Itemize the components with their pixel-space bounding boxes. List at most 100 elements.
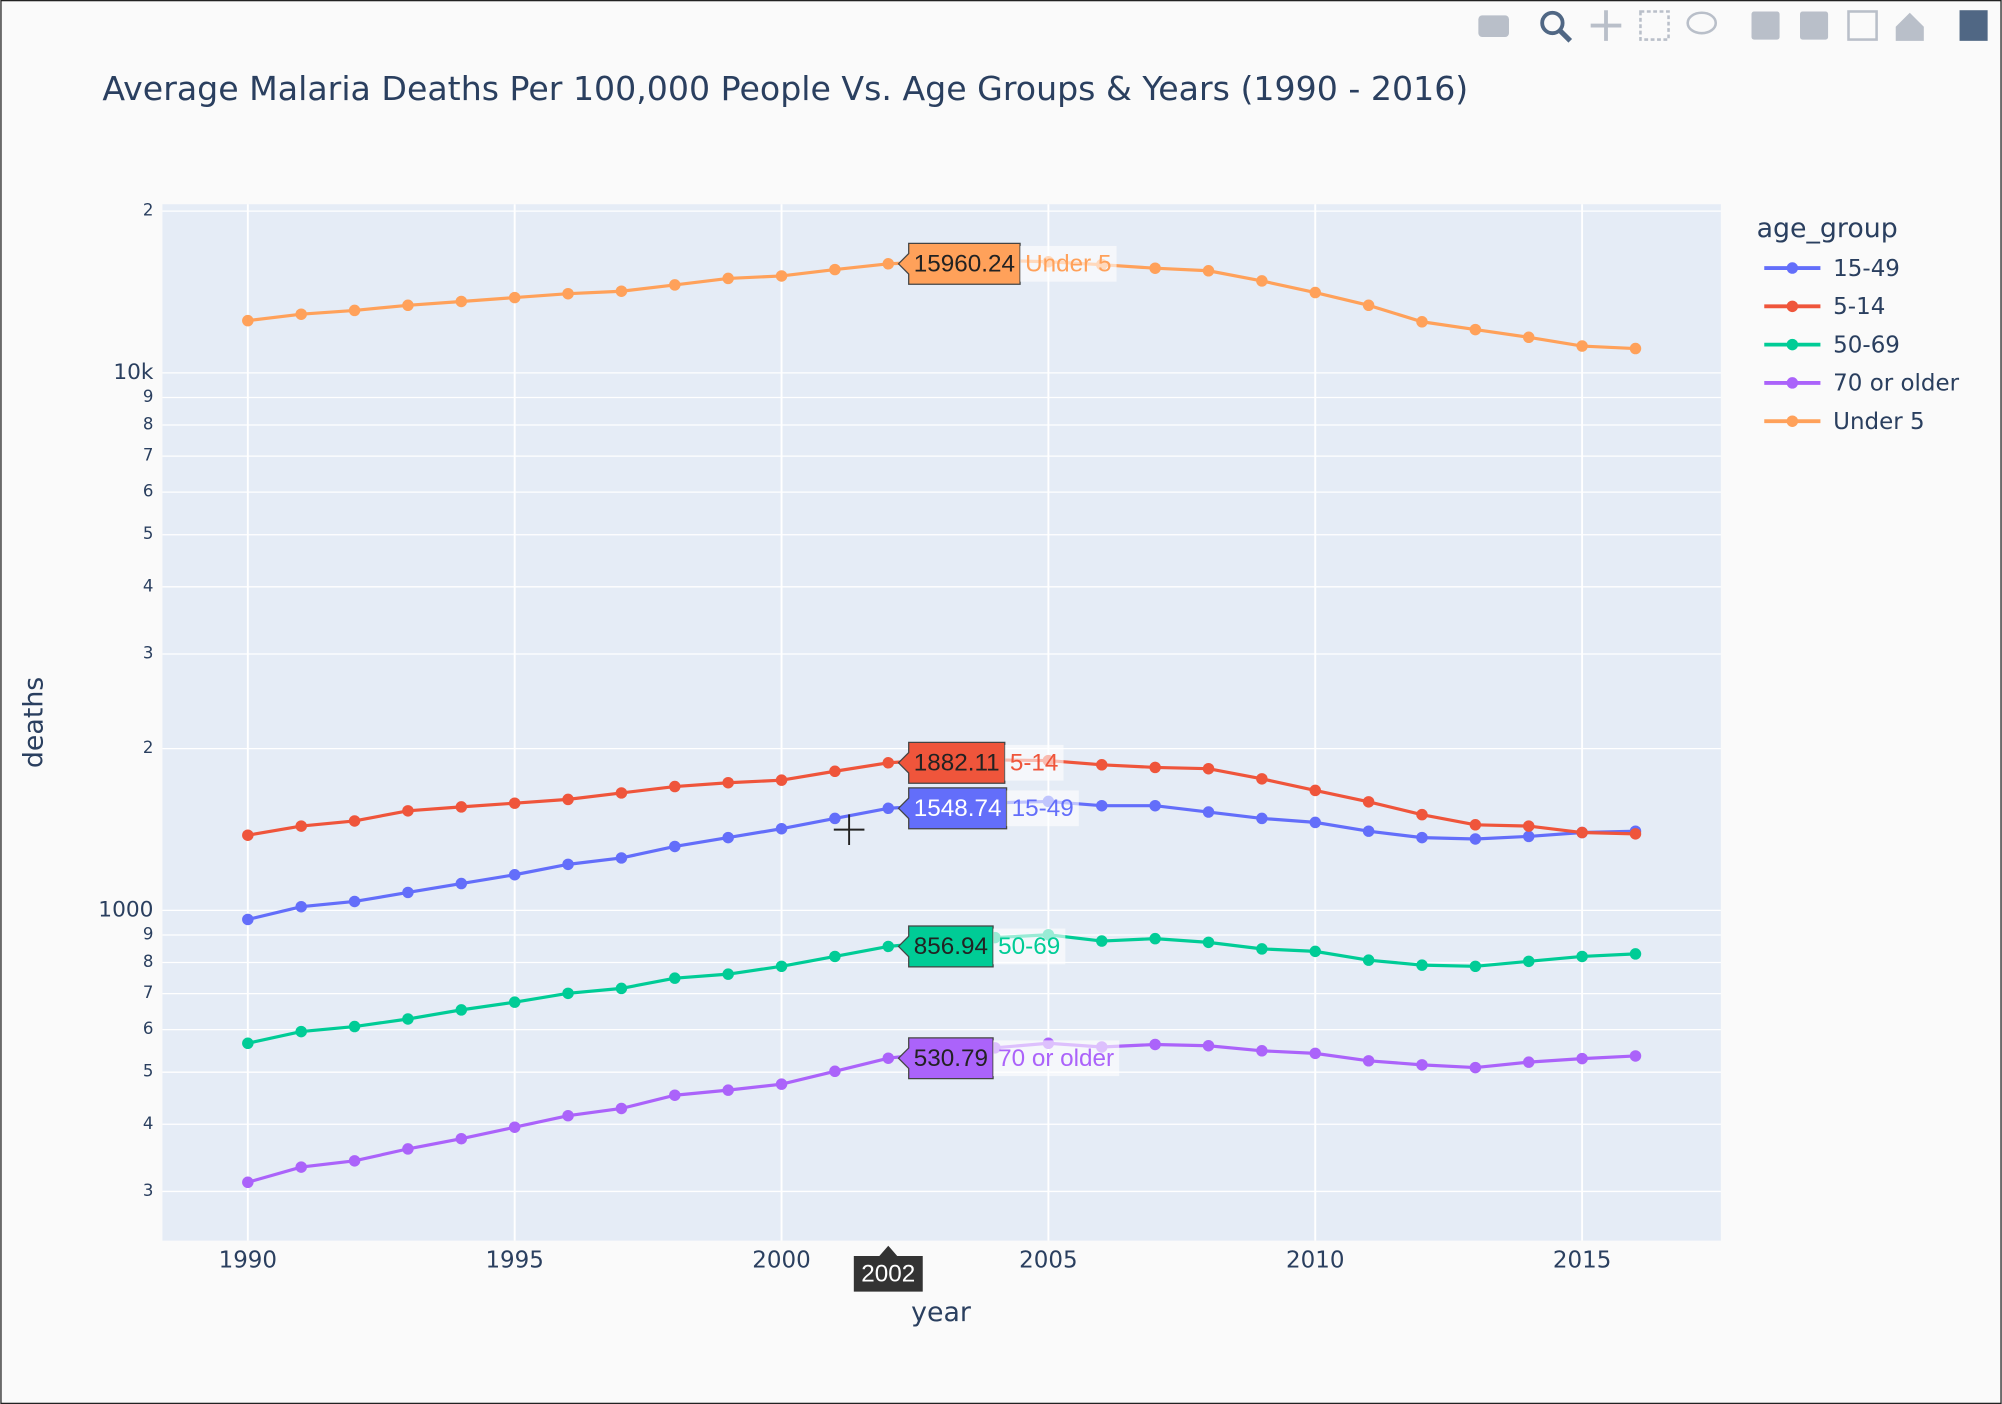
marker[interactable] (829, 263, 841, 276)
marker[interactable] (1522, 955, 1535, 968)
marker[interactable] (348, 815, 361, 827)
marker[interactable] (242, 829, 254, 841)
marker[interactable] (1256, 1045, 1268, 1057)
marker[interactable] (295, 900, 307, 913)
marker[interactable] (669, 780, 681, 793)
marker[interactable] (1149, 1038, 1161, 1051)
marker[interactable] (508, 869, 521, 881)
marker[interactable] (722, 831, 734, 844)
marker[interactable] (1202, 1040, 1215, 1052)
marker[interactable] (348, 1155, 361, 1167)
marker[interactable] (562, 1109, 574, 1122)
legend-label[interactable]: Under 5 (1833, 409, 1924, 435)
marker[interactable] (1256, 812, 1268, 825)
zoom-icon[interactable] (1540, 10, 1565, 36)
marker[interactable] (402, 886, 414, 899)
marker[interactable] (242, 1037, 254, 1049)
marker[interactable] (348, 304, 361, 317)
marker[interactable] (615, 982, 628, 995)
marker[interactable] (1149, 761, 1161, 774)
marker[interactable] (1202, 762, 1215, 775)
marker[interactable] (1202, 806, 1215, 818)
marker[interactable] (1522, 820, 1535, 832)
plotly-logo[interactable] (1959, 10, 1988, 41)
marker[interactable] (1576, 340, 1588, 352)
marker[interactable] (1576, 826, 1588, 839)
lasso-icon[interactable] (1686, 11, 1718, 35)
marker[interactable] (1629, 1050, 1642, 1062)
marker[interactable] (455, 295, 468, 308)
marker[interactable] (295, 1161, 307, 1173)
marker[interactable] (1469, 323, 1482, 336)
marker[interactable] (1149, 799, 1161, 812)
marker[interactable] (1256, 275, 1268, 287)
marker[interactable] (562, 793, 574, 806)
marker[interactable] (669, 840, 681, 853)
pan-icon[interactable] (1590, 10, 1622, 41)
marker[interactable] (669, 1089, 681, 1101)
marker[interactable] (1416, 831, 1428, 844)
marker[interactable] (1469, 833, 1482, 845)
legend-label[interactable]: 5-14 (1833, 294, 1885, 320)
marker[interactable] (1309, 816, 1321, 829)
marker[interactable] (348, 895, 361, 908)
marker[interactable] (562, 287, 574, 300)
marker[interactable] (1362, 954, 1375, 966)
marker[interactable] (722, 968, 734, 980)
marker[interactable] (1469, 1061, 1482, 1074)
marker[interactable] (722, 272, 734, 285)
marker[interactable] (1149, 932, 1161, 945)
marker[interactable] (1469, 819, 1482, 831)
marker[interactable] (1416, 808, 1428, 821)
marker[interactable] (722, 776, 734, 789)
marker[interactable] (1362, 825, 1375, 837)
marker[interactable] (402, 1013, 414, 1025)
marker[interactable] (508, 291, 521, 304)
marker[interactable] (882, 258, 895, 270)
marker[interactable] (1309, 1047, 1321, 1060)
marker[interactable] (775, 1078, 788, 1090)
marker[interactable] (455, 1132, 468, 1145)
marker[interactable] (669, 279, 681, 291)
marker[interactable] (1629, 948, 1642, 960)
camera-icon[interactable] (1478, 15, 1509, 38)
marker[interactable] (562, 858, 574, 871)
marker[interactable] (775, 270, 788, 282)
marker[interactable] (1362, 796, 1375, 808)
marker[interactable] (1202, 936, 1215, 949)
marker[interactable] (562, 987, 574, 1000)
marker[interactable] (882, 1052, 895, 1064)
marker[interactable] (1362, 299, 1375, 312)
zoom-in-icon[interactable] (1751, 11, 1780, 40)
marker[interactable] (1416, 1059, 1428, 1071)
legend[interactable]: 15-49 5-14 50-69 70 or older Under 5 (1764, 256, 1960, 435)
select-icon[interactable] (1639, 10, 1670, 41)
marker[interactable] (455, 1004, 468, 1016)
marker[interactable] (1256, 943, 1268, 955)
marker[interactable] (242, 1176, 254, 1189)
marker[interactable] (1096, 759, 1108, 771)
marker[interactable] (1256, 773, 1268, 785)
marker[interactable] (829, 1065, 841, 1078)
legend-label[interactable]: 50-69 (1833, 332, 1900, 358)
marker[interactable] (508, 797, 521, 809)
marker[interactable] (242, 913, 254, 926)
legend-label[interactable]: 70 or older (1833, 371, 1959, 397)
marker[interactable] (1362, 1055, 1375, 1067)
marker[interactable] (402, 805, 414, 817)
marker[interactable] (455, 877, 468, 890)
marker[interactable] (1522, 1056, 1535, 1068)
zoom-out-icon[interactable] (1800, 11, 1829, 40)
autoscale-icon[interactable] (1847, 10, 1878, 41)
marker[interactable] (242, 314, 254, 327)
marker[interactable] (1309, 945, 1321, 958)
reset-icon[interactable] (1895, 12, 1924, 41)
marker[interactable] (669, 972, 681, 984)
marker[interactable] (1629, 342, 1642, 355)
legend-label[interactable]: 15-49 (1833, 256, 1900, 282)
marker[interactable] (1309, 784, 1321, 797)
marker[interactable] (775, 960, 788, 973)
marker[interactable] (1522, 331, 1535, 344)
marker[interactable] (882, 757, 895, 769)
marker[interactable] (775, 774, 788, 786)
